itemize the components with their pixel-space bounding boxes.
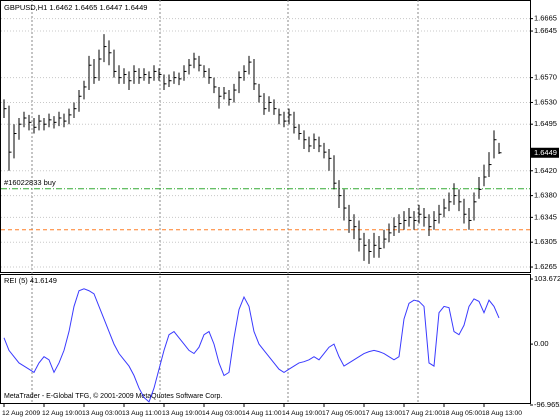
y-tick-label: 1.6420 [534,166,557,175]
chart-title: GBPUSD,H1 1.6462 1.6465 1.6447 1.6449 [4,3,147,12]
y-tick-label: 0.00 [534,339,549,348]
indicator-frame [0,274,531,404]
y-tick-label: 1.6345 [534,212,557,221]
x-tick-label: 13 Aug 11:00 [122,410,162,417]
current-price-label: 1.6449 [534,148,557,157]
x-tick-label: 13 Aug 03:00 [82,410,122,417]
y-tick-label: -96.9652 [534,400,560,409]
x-tick-label: 12 Aug 2009 [2,410,40,417]
x-tick-label: 12 Aug 19:00 [42,410,82,417]
x-tick-label: 14 Aug 19:00 [282,410,322,417]
y-tick-label: 1.6570 [534,73,557,82]
footer: MetaTrader - E-Global TFG, © 2001-2009 M… [4,392,222,400]
x-tick-label: 18 Aug 05:00 [442,410,482,417]
y-tick-label: 1.6305 [534,237,557,246]
x-tick-label: 17 Aug 21:00 [402,410,442,417]
indicator-title: REI (5) 41.6149 [4,276,57,285]
x-tick-label: 17 Aug 13:00 [362,410,402,417]
y-tick-label: 1.6495 [534,119,557,128]
x-tick-label: 13 Aug 19:00 [162,410,202,417]
y-tick-label: 1.6265 [534,262,557,271]
x-tick-label: 14 Aug 03:00 [202,410,242,417]
y-tick-label: 1.6645 [534,26,557,35]
current-price-box [531,147,559,158]
x-tick-label: 14 Aug 11:00 [242,410,282,417]
y-tick-label: 1.6665 [534,14,557,23]
main-frame [0,0,531,273]
x-tick-label: 18 Aug 13:00 [482,410,522,417]
x-tick-label: 17 Aug 05:00 [322,410,362,417]
y-tick-label: 1.6380 [534,191,557,200]
order-label: #16022833 buy [4,178,56,187]
y-tick-label: 103.6724 [534,274,560,283]
y-tick-label: 1.6530 [534,97,557,106]
indicator-line [3,288,500,403]
day-separators [31,0,419,403]
